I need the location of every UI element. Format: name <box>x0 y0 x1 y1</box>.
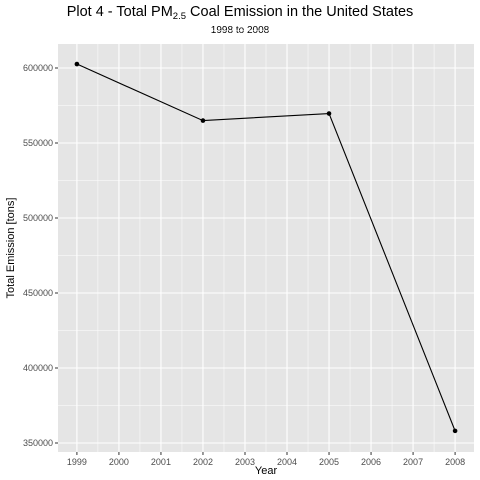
x-tick-label: 2006 <box>361 457 381 467</box>
x-tick-label: 2000 <box>109 457 129 467</box>
x-tick-label: 2002 <box>193 457 213 467</box>
data-point <box>326 111 332 116</box>
data-point <box>74 61 80 67</box>
chart-title-suffix: Coal Emission in the United States <box>186 4 414 20</box>
x-axis-title: Year <box>255 465 278 477</box>
x-tick-label: 2003 <box>235 457 255 467</box>
x-tick-label: 2008 <box>445 457 465 467</box>
chart-title: Plot 4 - Total PM2.5 Coal Emission in th… <box>0 4 480 22</box>
chart-title-prefix: Plot 4 - Total PM <box>66 4 173 20</box>
y-tick-label: 400000 <box>23 363 53 373</box>
x-tick-label: 2007 <box>403 457 423 467</box>
x-tick-label: 2001 <box>151 457 171 467</box>
data-point <box>200 118 206 123</box>
x-tick-label: 2004 <box>277 457 297 467</box>
y-axis-title: Total Emission [tons] <box>5 198 17 299</box>
y-tick-label: 550000 <box>23 138 53 148</box>
y-tick-label: 450000 <box>23 288 53 298</box>
data-point <box>452 428 458 434</box>
series-line <box>76 63 456 432</box>
y-tick-label: 600000 <box>23 63 53 73</box>
x-tick-label: 2005 <box>319 457 339 467</box>
y-tick-label: 350000 <box>23 438 53 448</box>
chart-title-subscript: 2.5 <box>172 11 187 22</box>
y-tick-label: 500000 <box>23 213 53 223</box>
x-tick-label: 1999 <box>67 457 87 467</box>
